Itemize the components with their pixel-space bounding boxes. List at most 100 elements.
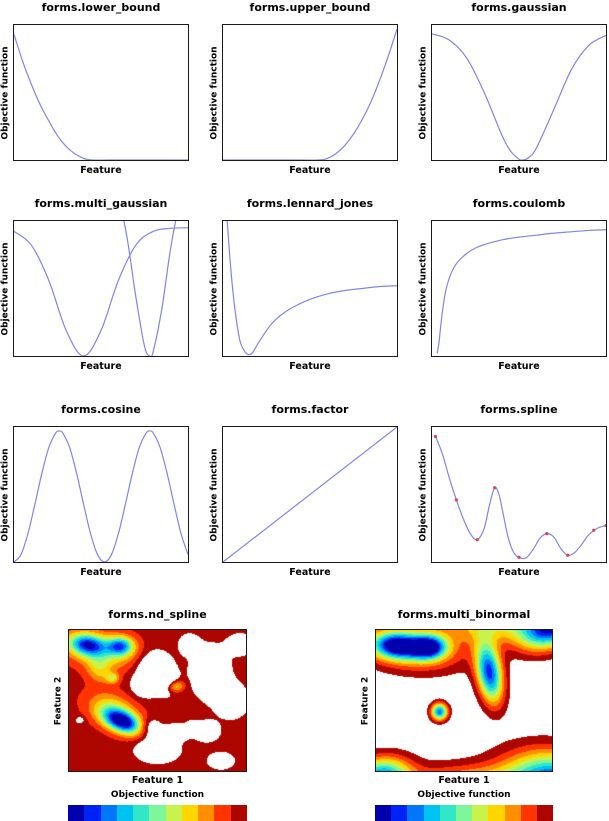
colorbar-segment bbox=[198, 805, 215, 821]
data-point-marker bbox=[545, 532, 549, 536]
colorbar-segment bbox=[84, 805, 101, 821]
series-gaussian-2 bbox=[123, 221, 177, 356]
series-objective bbox=[436, 229, 606, 354]
y-axis-label: Objective function bbox=[419, 447, 429, 542]
y-axis-label: Feature 2 bbox=[360, 676, 371, 725]
y-axis-label: Feature 2 bbox=[53, 676, 64, 725]
plot-title: forms.lennard_jones bbox=[246, 197, 374, 210]
plot-area bbox=[431, 220, 607, 357]
contour-plot-area bbox=[375, 629, 553, 772]
subplot-spline: forms.spline Objective function Feature bbox=[419, 402, 607, 598]
plot-area bbox=[13, 220, 189, 357]
x-axis-label: Feature 1 bbox=[131, 775, 184, 786]
x-axis-label: Feature bbox=[80, 567, 122, 578]
colorbar-label: Objective function bbox=[110, 790, 205, 800]
line-plot bbox=[14, 430, 188, 562]
x-axis-label: Feature bbox=[289, 567, 331, 578]
series-objective bbox=[226, 221, 397, 356]
plot-area bbox=[222, 426, 398, 563]
colorbar-segment bbox=[407, 805, 424, 821]
series-objective bbox=[432, 33, 606, 160]
colorbar-segment bbox=[100, 805, 117, 821]
x-axis-label: Feature bbox=[289, 361, 331, 372]
data-point-marker bbox=[475, 538, 479, 542]
line-plot bbox=[226, 221, 397, 356]
colorbar-segment bbox=[423, 805, 440, 821]
contour-plot bbox=[69, 630, 246, 771]
plot-title: forms.upper_bound bbox=[249, 1, 371, 14]
x-axis-label: Feature bbox=[498, 567, 540, 578]
colorbar-segment bbox=[230, 805, 247, 821]
plot-title: forms.lower_bound bbox=[41, 1, 161, 14]
plot-area bbox=[13, 426, 189, 563]
line-plot bbox=[14, 221, 188, 356]
plot-area bbox=[431, 24, 607, 161]
colorbar-segment bbox=[133, 805, 150, 821]
plot-title: forms.coulomb bbox=[472, 197, 566, 210]
colorbar bbox=[68, 805, 247, 821]
colorbar-segment bbox=[455, 805, 473, 821]
plot-title: forms.gaussian bbox=[471, 1, 567, 14]
line-plot bbox=[432, 33, 606, 160]
y-axis-label: Objective function bbox=[1, 45, 11, 140]
subplot-factor: forms.factor Objective function Feature bbox=[210, 402, 398, 598]
x-axis-label: Feature bbox=[498, 165, 540, 176]
colorbar-segment bbox=[391, 805, 408, 821]
line-plot bbox=[14, 34, 188, 160]
colorbar-segment bbox=[68, 805, 85, 821]
subplot-nd-spline: forms.nd_spline Feature 2 Feature 1 Obje… bbox=[53, 608, 247, 821]
plot-title: forms.cosine bbox=[61, 403, 141, 416]
colorbar-segment bbox=[165, 805, 182, 821]
data-point-marker bbox=[604, 523, 606, 528]
colorbar-segment bbox=[488, 805, 505, 821]
x-axis-label: Feature bbox=[498, 361, 540, 372]
series-objective bbox=[14, 34, 188, 160]
data-point-marker bbox=[517, 555, 521, 559]
colorbar-label: Objective function bbox=[417, 790, 511, 800]
colorbar-segment bbox=[472, 805, 489, 821]
data-point-marker bbox=[454, 498, 458, 502]
plot-area bbox=[222, 24, 398, 161]
y-axis-label: Objective function bbox=[210, 45, 220, 140]
y-axis-label: Objective function bbox=[1, 447, 11, 542]
series-objective bbox=[434, 436, 606, 560]
plot-title: forms.factor bbox=[271, 403, 349, 416]
data-point-marker bbox=[433, 434, 438, 439]
subplot-upper-bound: forms.upper_bound Objective function Fea… bbox=[210, 0, 398, 196]
subplot-lennard-jones: forms.lennard_jones Objective function F… bbox=[210, 196, 398, 392]
plot-title: forms.spline bbox=[480, 403, 558, 416]
subplot-coulomb: forms.coulomb Objective function Feature bbox=[419, 196, 607, 392]
plot-title: forms.nd_spline bbox=[108, 608, 207, 621]
y-axis-label: Objective function bbox=[1, 241, 11, 336]
y-axis-label: Objective function bbox=[210, 447, 220, 542]
contour-plot bbox=[376, 630, 552, 771]
plot-title: forms.multi_binormal bbox=[397, 608, 531, 621]
x-axis-label: Feature bbox=[80, 361, 122, 372]
line-plot bbox=[223, 28, 397, 160]
x-axis-label: Feature 1 bbox=[438, 775, 490, 786]
subplot-multi-gaussian: forms.multi_gaussian Objective function … bbox=[1, 196, 189, 392]
plot-area bbox=[222, 220, 398, 357]
plot-area bbox=[431, 426, 607, 563]
colorbar-segment bbox=[375, 805, 392, 821]
data-point-marker bbox=[592, 528, 596, 532]
colorbar-segment bbox=[504, 805, 521, 821]
colorbar-segment bbox=[520, 805, 537, 821]
y-axis-label: Objective function bbox=[419, 241, 429, 336]
colorbar-segment bbox=[116, 805, 134, 821]
colorbar-segment bbox=[439, 805, 456, 821]
x-axis-label: Feature bbox=[80, 165, 122, 176]
subplot-gaussian: forms.gaussian Objective function Featur… bbox=[419, 0, 607, 196]
series-gaussian-1 bbox=[14, 227, 188, 356]
y-axis-label: Objective function bbox=[210, 241, 220, 336]
series-objective bbox=[223, 28, 397, 160]
data-point-marker bbox=[566, 553, 570, 557]
line-plot bbox=[433, 434, 606, 560]
colorbar-segment bbox=[536, 805, 554, 821]
colorbar bbox=[375, 805, 554, 821]
colorbar-segment bbox=[214, 805, 231, 821]
line-plot bbox=[223, 427, 397, 562]
contour-plot-area bbox=[68, 629, 247, 772]
colorbar-segment bbox=[181, 805, 199, 821]
